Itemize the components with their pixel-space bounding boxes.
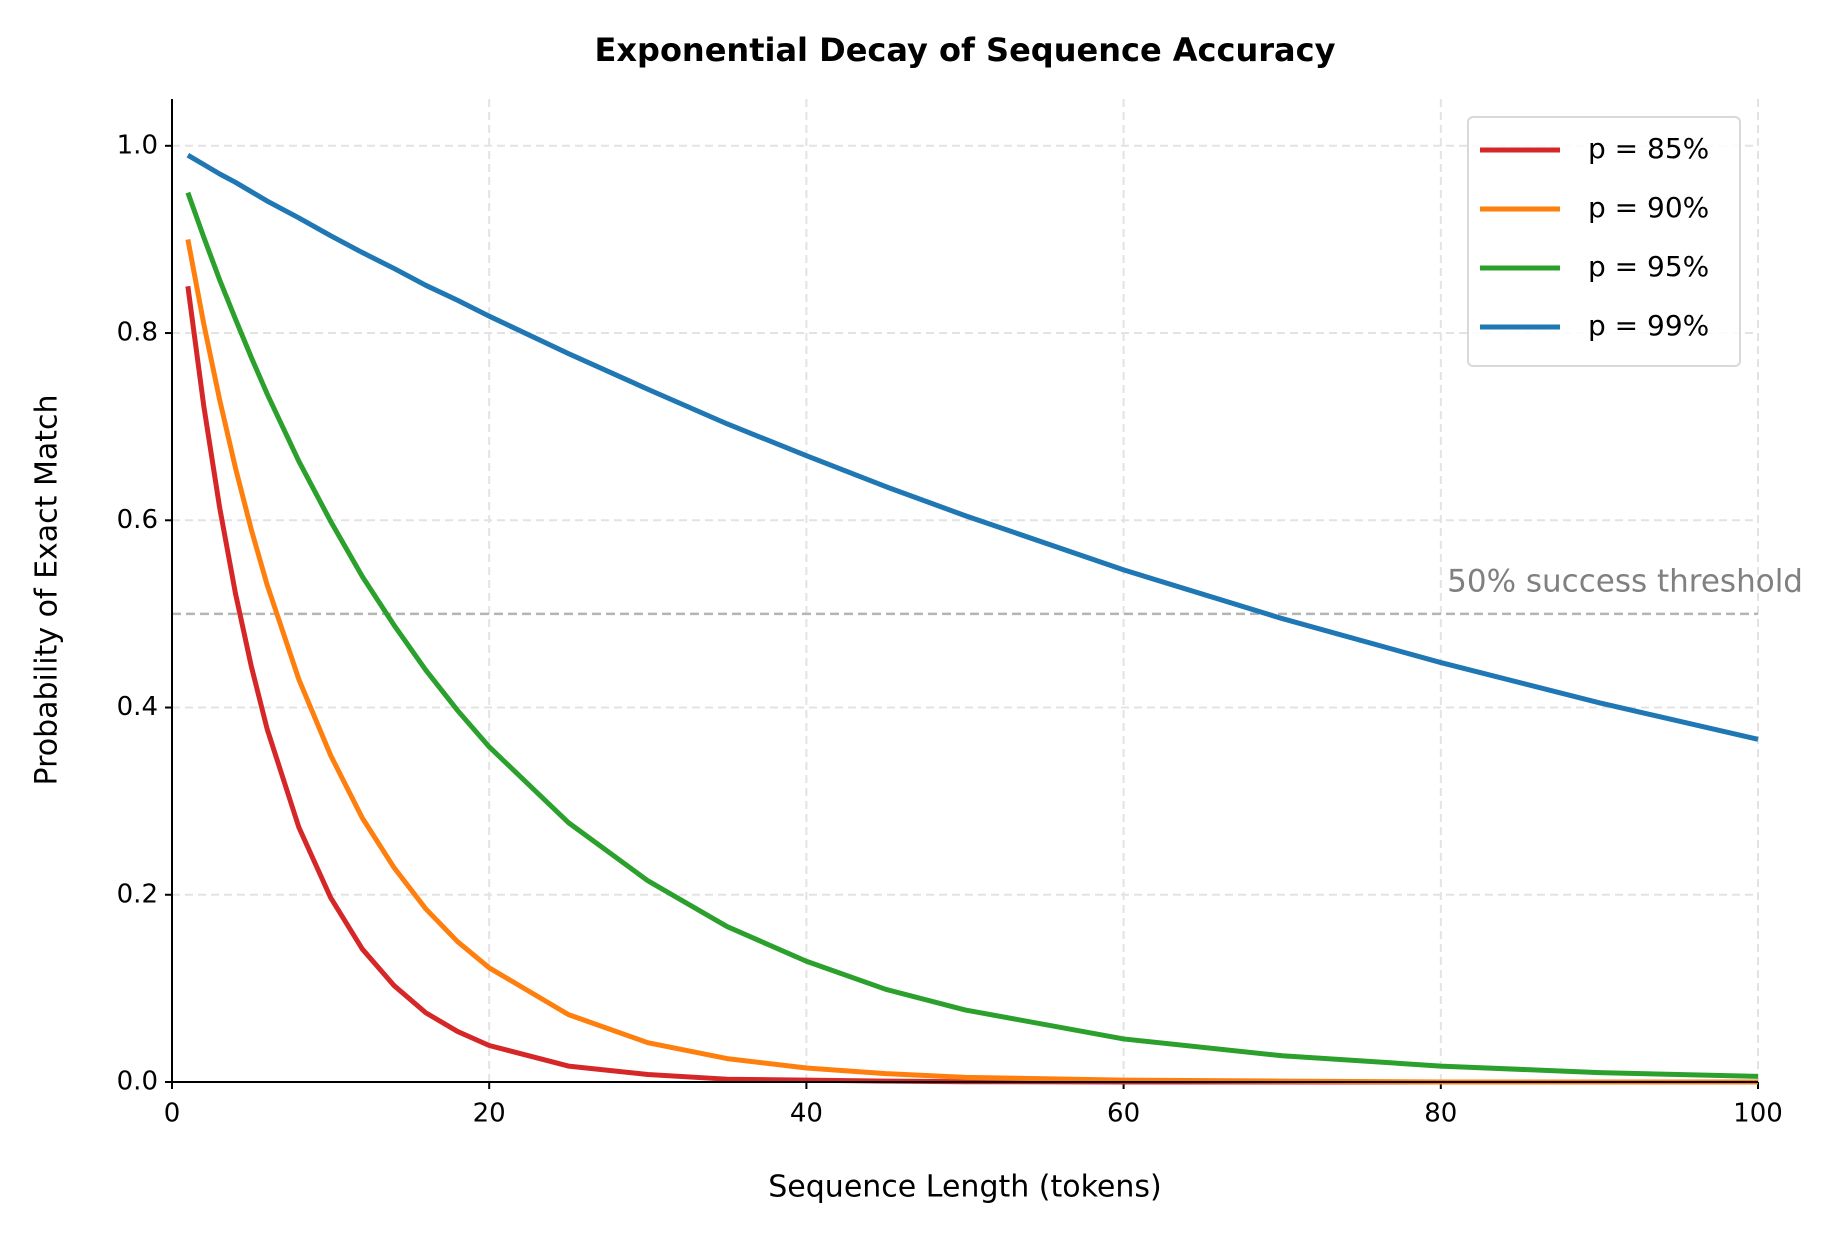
y-tick-label: 0.0 bbox=[117, 1067, 158, 1097]
legend-label: p = 95% bbox=[1588, 250, 1709, 283]
y-tick-label: 0.6 bbox=[117, 505, 158, 535]
legend-label: p = 85% bbox=[1588, 132, 1709, 165]
x-tick-label: 20 bbox=[473, 1099, 506, 1129]
y-tick-label: 1.0 bbox=[117, 130, 158, 160]
y-tick-label: 0.8 bbox=[117, 318, 158, 348]
threshold-label: 50% success threshold bbox=[1447, 563, 1803, 599]
legend-label: p = 90% bbox=[1588, 191, 1709, 224]
series-line bbox=[186, 153, 1759, 742]
x-tick-label: 60 bbox=[1107, 1099, 1140, 1129]
series-line bbox=[185, 191, 1759, 1079]
y-tick-label: 0.4 bbox=[117, 692, 158, 722]
series-line bbox=[185, 238, 1758, 1085]
y-tick-label: 0.2 bbox=[117, 879, 158, 909]
x-tick-label: 80 bbox=[1424, 1099, 1457, 1129]
x-tick-label: 40 bbox=[790, 1099, 823, 1129]
x-tick-label: 100 bbox=[1733, 1099, 1783, 1129]
legend-label: p = 99% bbox=[1588, 309, 1709, 342]
x-tick-label: 0 bbox=[164, 1099, 181, 1129]
y-axis-label: Probability of Exact Match bbox=[30, 395, 65, 786]
legend-box bbox=[1467, 116, 1741, 367]
x-axis-label: Sequence Length (tokens) bbox=[768, 1170, 1161, 1205]
chart-title: Exponential Decay of Sequence Accuracy bbox=[595, 31, 1336, 69]
